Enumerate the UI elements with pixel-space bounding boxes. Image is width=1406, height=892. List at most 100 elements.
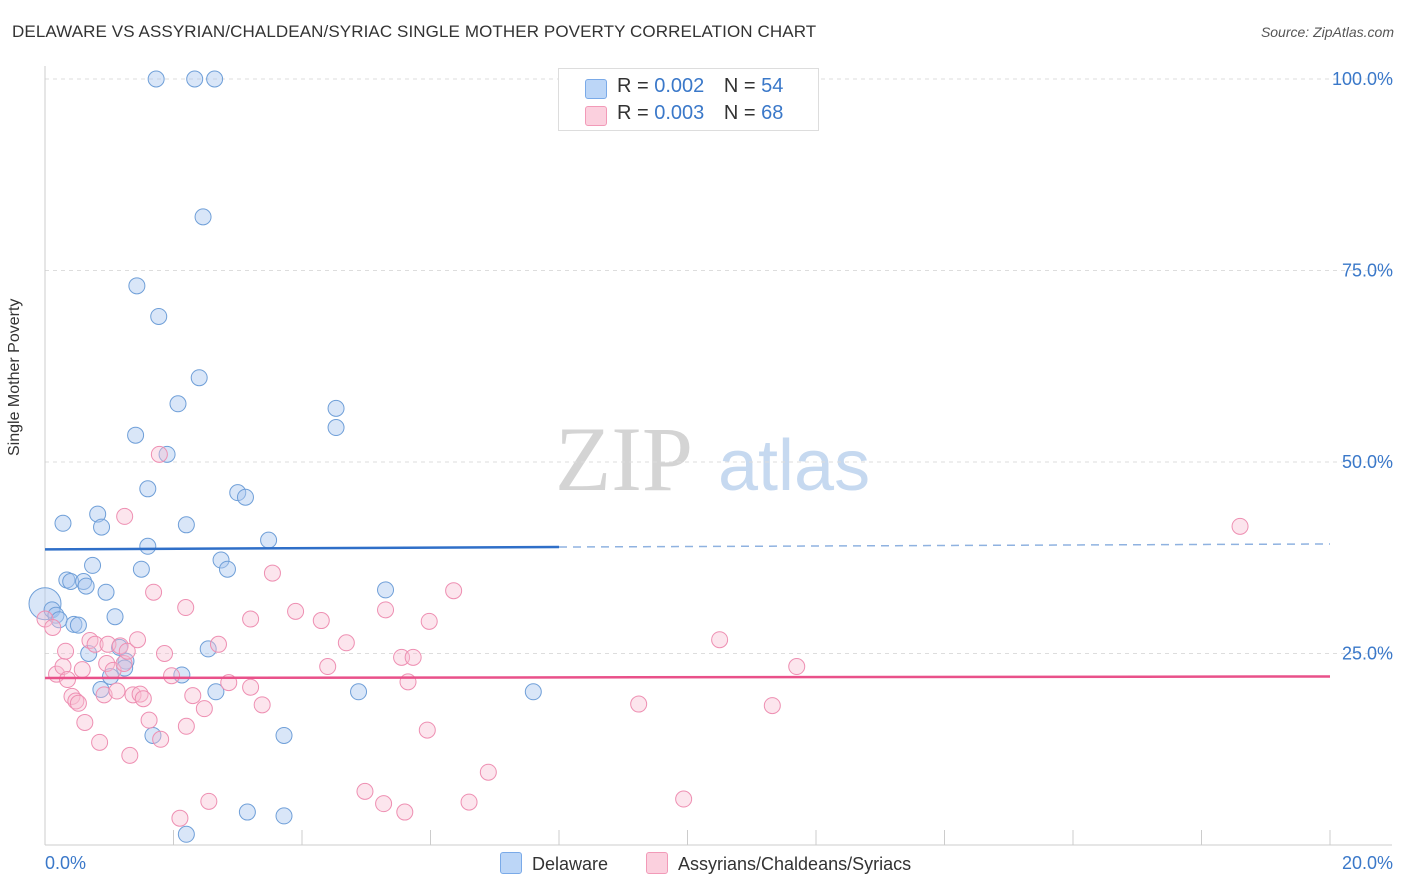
y-tick-label: 100.0% [1332,69,1393,89]
delaware-point [89,505,107,523]
delaware-point [77,577,95,595]
assyrian-point [67,692,85,710]
assyrian-point [95,686,113,704]
delaware-point [238,803,256,821]
delaware-point [69,616,87,634]
legend-n-label: N = [723,102,756,124]
delaware-point [106,608,124,626]
delaware-point [218,560,236,578]
bottom-legend-assyrians: Assyrians/Chaldeans/Syriacs [646,852,911,875]
assyrian-point [44,618,62,636]
delaware-point [212,551,230,569]
assyrian-point [375,795,393,813]
assyrian-point [1231,517,1249,535]
assyrian-point [99,635,117,653]
delaware-point [62,572,80,590]
assyrian-point [460,793,478,811]
bottom-legend-swatch-delaware [500,852,522,874]
assyrian-point [337,634,355,652]
delaware-point [128,277,146,295]
assyrian-point [420,612,438,630]
assyrian-point [57,642,75,660]
assyrian-point [377,601,395,619]
bottom-legend-label-assyrians: Assyrians/Chaldeans/Syriacs [678,854,912,874]
assyrian-point [404,648,422,666]
delaware-point [28,587,62,621]
assyrian-point [156,645,174,662]
delaware-point [75,572,93,590]
y-tick-label: 50.0% [1342,452,1393,472]
assyrian-point [69,694,87,712]
legend-n-value-delaware: 54 [761,75,784,97]
assyrian-point [76,713,94,731]
delaware-point [139,480,157,498]
delaware-point [206,70,224,88]
assyrian-point [445,582,463,600]
source-label: Source: ZipAtlas.com [1260,24,1394,40]
assyrian-point [152,730,170,748]
delaware-point [275,807,293,825]
delaware-point [177,825,195,843]
assyrian-point [319,658,337,676]
assyrian-point [118,642,136,660]
delaware-point [132,560,150,578]
assyrian-point [129,631,147,649]
assyrian-point [91,733,109,751]
assyrian-point [73,661,91,679]
legend-n-label: N = [723,75,756,97]
delaware-point [169,395,187,413]
legend-swatch-assyrians [585,106,607,126]
assyrian-point [399,673,417,691]
bottom-legend-delaware: Delaware [500,852,608,875]
delaware-point [93,518,111,536]
correlation-legend: R = 0.002 N = 54 R = 0.003 N = 68 [558,68,819,131]
chart-title: DELAWARE VS ASSYRIAN/CHALDEAN/SYRIAC SIN… [12,22,817,41]
delaware-point [84,556,102,574]
delaware-point [207,683,225,701]
assyrian-point [134,690,152,708]
delaware-trend-line [44,545,560,551]
legend-n-value-assyrians: 68 [761,102,784,124]
delaware-point [327,399,345,417]
x-tick-label: 20.0% [1342,853,1393,873]
assyrian-point [108,682,126,700]
assyrian-point [630,695,648,713]
assyrian-point [763,697,781,715]
delaware-point [199,640,217,658]
delaware-point [147,70,165,88]
delaware-point [260,531,278,549]
legend-r-value-delaware: 0.002 [654,75,705,97]
y-tick-label: 25.0% [1342,644,1393,664]
assyrian-point [124,686,142,704]
assyrian-point [171,809,189,827]
delaware-point [186,70,204,88]
legend-r-label: R = [617,102,649,124]
delaware-point [327,419,345,437]
delaware-point [190,369,208,387]
assyrian-point [209,635,227,653]
delaware-point [65,615,83,633]
assyrian-point [263,564,281,582]
assyrian-point [131,685,149,703]
y-tick-label: 75.0% [1342,261,1393,281]
delaware-point [377,581,395,599]
assyrian-point [479,763,497,781]
bottom-legend-label-delaware: Delaware [532,854,609,874]
assyrian-point [393,648,411,666]
delaware-point [275,726,293,744]
assyrian-point [253,696,271,714]
assyrian-point [145,583,163,601]
delaware-point [127,426,145,444]
legend-row-delaware: R = 0.002 N = 54 [585,75,784,99]
assyrian-point [121,746,139,764]
bottom-legend-swatch-assyrians [646,852,668,874]
delaware-point [97,583,115,601]
assyrian-point [140,711,158,729]
assyrian-point [788,658,806,676]
assyrian-point [195,700,213,718]
legend-swatch-delaware [585,79,607,99]
delaware-point [177,516,195,534]
assyrian-point [675,790,693,808]
assyrian-point [200,792,218,810]
